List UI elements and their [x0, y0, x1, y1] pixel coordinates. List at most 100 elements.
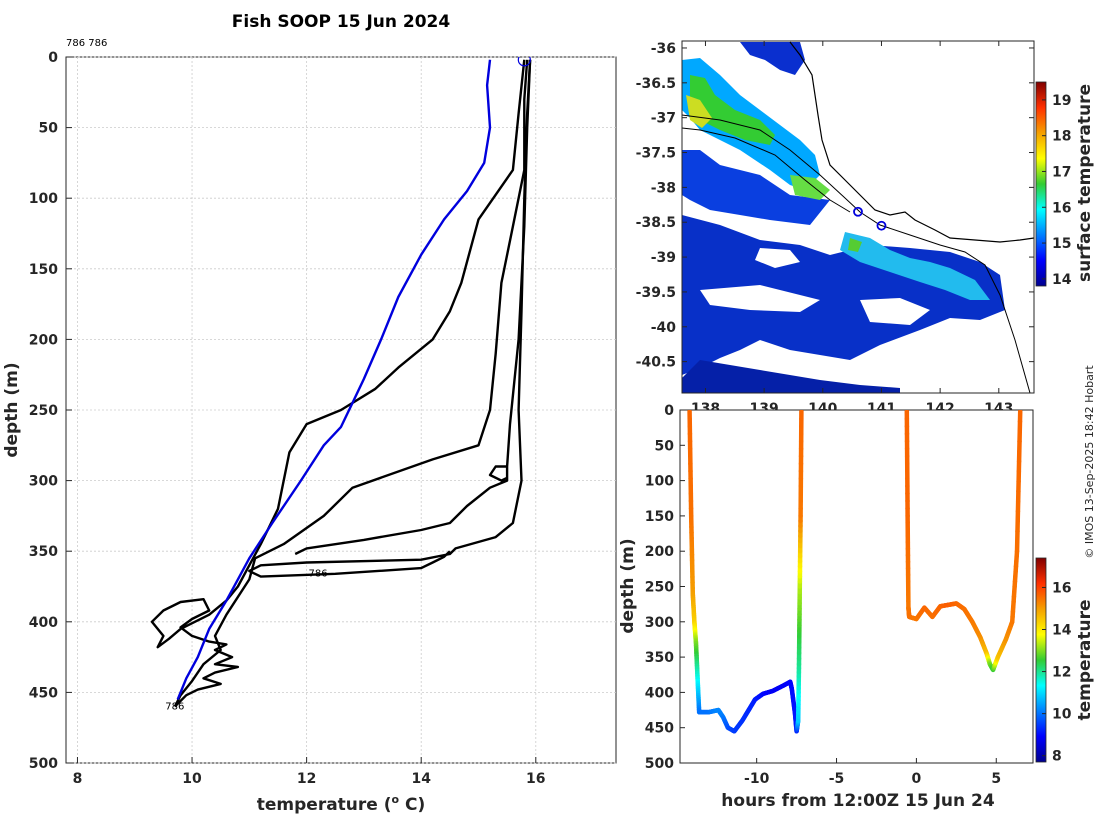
profile-grid	[66, 56, 616, 764]
map-y-tick-label: -38.5	[636, 215, 676, 231]
section-x-tick-label: -5	[829, 771, 845, 787]
map-colorbar-tick-label: 17	[1052, 164, 1071, 180]
cloud-gap-1	[755, 248, 800, 268]
section-casts	[687, 410, 1023, 734]
shelf-edge-contour	[681, 114, 1031, 394]
section-x-ticks: -10 -5 0 5	[744, 758, 1001, 787]
section-colorbar-tick-label: 8	[1052, 749, 1062, 765]
x-label-superscript: o	[392, 793, 400, 806]
section-y-tick-label: 200	[645, 544, 674, 560]
map-y-tick-label: -40.5	[636, 355, 676, 371]
map-y-tick-label: -37	[651, 111, 676, 127]
section-colorbar-tick-label: 12	[1052, 665, 1071, 681]
profile-series-line	[176, 59, 492, 700]
top-left-label: 786 786	[66, 38, 107, 49]
section-y-tick-label: 100	[645, 474, 674, 490]
profile-y-axis-label: depth (m)	[2, 362, 22, 457]
profile-x-ticks: 8 10 12 14 16	[73, 757, 546, 787]
section-y-tick-label: 150	[645, 509, 674, 525]
map-y-tick-label: -39.5	[636, 285, 676, 301]
section-x-tick-label: -10	[744, 771, 770, 787]
profile-x-axis-label: temperature (o C)	[257, 793, 426, 815]
map-y-tick-label: -38	[651, 180, 676, 196]
credit-label: © IMOS 13-Sep-2025 18:42 Hobart	[1083, 365, 1096, 559]
section-colorbar-label: temperature	[1075, 599, 1095, 720]
section-x-tick-label: 5	[991, 771, 1001, 787]
map-colorbar-label: surface temperature	[1075, 84, 1095, 282]
profile-y-tick-label: 0	[48, 50, 58, 66]
coastline	[789, 41, 1035, 243]
section-colorbar	[1035, 557, 1047, 763]
depth-time-section-chart: -10 -5 0 5 0 50 100 150 200 250 300 350 400 450 500 h…	[618, 403, 1095, 811]
profile-y-tick-label: 100	[29, 191, 58, 207]
map-colorbar-tick-label: 14	[1052, 272, 1072, 288]
surface-temperature-map: 138 139 140 141 142 143 -36-36.5-37-37.5-38-3…	[636, 40, 1095, 417]
map-y-ticks: -36 -36.5 -37 -37.5 -38 -38.5 -39 -39.5 -40 -40.5	[636, 41, 1034, 371]
profile-series-line	[173, 59, 529, 708]
section-colorbar-tick-label: 14	[1052, 623, 1072, 639]
profile-y-tick-label: 500	[29, 756, 58, 772]
profile-y-tick-label: 350	[29, 544, 58, 560]
section-y-axis-label: depth (m)	[618, 538, 638, 633]
map-track-marker	[876, 220, 887, 231]
map-colorbar-tick-label: 19	[1052, 93, 1071, 109]
profile-series	[150, 57, 532, 708]
sst-field-green-south	[848, 238, 862, 252]
sst-field-blue-bottom	[682, 360, 900, 393]
profile-y-tick-label: 150	[29, 262, 58, 278]
cloud-gap-3	[860, 298, 930, 325]
sst-field-blue	[682, 150, 830, 225]
map-track-markers	[853, 206, 887, 231]
map-temperature-field	[682, 42, 1005, 393]
section-y-tick-label: 50	[655, 438, 675, 454]
profile-y-tick-label: 50	[39, 121, 59, 137]
profile-y-tick-label: 400	[29, 615, 58, 631]
section-y-tick-label: 0	[664, 403, 674, 419]
sst-field-green	[690, 75, 775, 145]
profile-x-tick-label: 12	[297, 771, 316, 787]
sst-field-cyan-south	[840, 232, 990, 300]
section-y-tick-label: 450	[645, 721, 674, 737]
map-y-tick-label: -37.5	[636, 146, 676, 162]
profile-cast-annotation: 786	[309, 569, 328, 580]
profile-y-tick-label: 300	[29, 474, 58, 490]
section-y-tick-label: 500	[645, 756, 674, 772]
sst-field-green-mid	[790, 175, 830, 200]
profile-y-ticks: 0 50 100 150 200 250 300 350 400 450 500	[29, 50, 72, 772]
section-x-tick-label: 0	[912, 771, 922, 787]
section-x-axis-label: hours from 12:00Z 15 Jun 24	[721, 791, 995, 811]
profile-x-tick-label: 8	[73, 771, 83, 787]
profile-series-line	[248, 59, 532, 578]
map-y-tick-label: -36	[651, 41, 676, 57]
profile-y-tick-label: 200	[29, 332, 58, 348]
temperature-depth-profile-chart: 8 10 12 14 16 0 50 100 150 200 250 300 350 400 450 500…	[2, 50, 617, 815]
map-y-tick-label: -36.5	[636, 76, 676, 92]
map-track-marker	[853, 206, 863, 217]
section-y-tick-label: 400	[645, 685, 674, 701]
profile-x-tick-label: 14	[411, 771, 431, 787]
figure-title: Fish SOOP 15 Jun 2024	[232, 12, 451, 32]
sst-field-yellow	[686, 95, 712, 128]
map-colorbar	[1035, 81, 1047, 287]
section-colorbar-tick-label: 16	[1052, 580, 1071, 596]
profile-cast-annotation: 786	[165, 701, 184, 712]
section-y-tick-label: 250	[645, 580, 674, 596]
profile-y-tick-label: 250	[29, 403, 58, 419]
x-label-main: temperature (	[257, 795, 392, 815]
map-colorbar-ticks: 14 15 16 17 18 19	[1042, 93, 1072, 288]
profile-start-marker	[517, 57, 531, 67]
cloud-gap-2	[700, 285, 820, 312]
profile-x-tick-label: 10	[182, 771, 202, 787]
sst-field-north	[740, 42, 805, 75]
map-y-tick-label: -40	[651, 320, 677, 336]
map-axes-box	[681, 40, 1035, 394]
section-y-tick-label: 300	[645, 615, 674, 631]
section-y-tick-label: 350	[645, 650, 674, 666]
profile-series-line	[150, 59, 526, 708]
profile-x-tick-label: 16	[526, 771, 545, 787]
x-label-end: C)	[399, 795, 425, 815]
map-colorbar-tick-label: 15	[1052, 236, 1071, 252]
section-axes-box	[679, 409, 1034, 764]
